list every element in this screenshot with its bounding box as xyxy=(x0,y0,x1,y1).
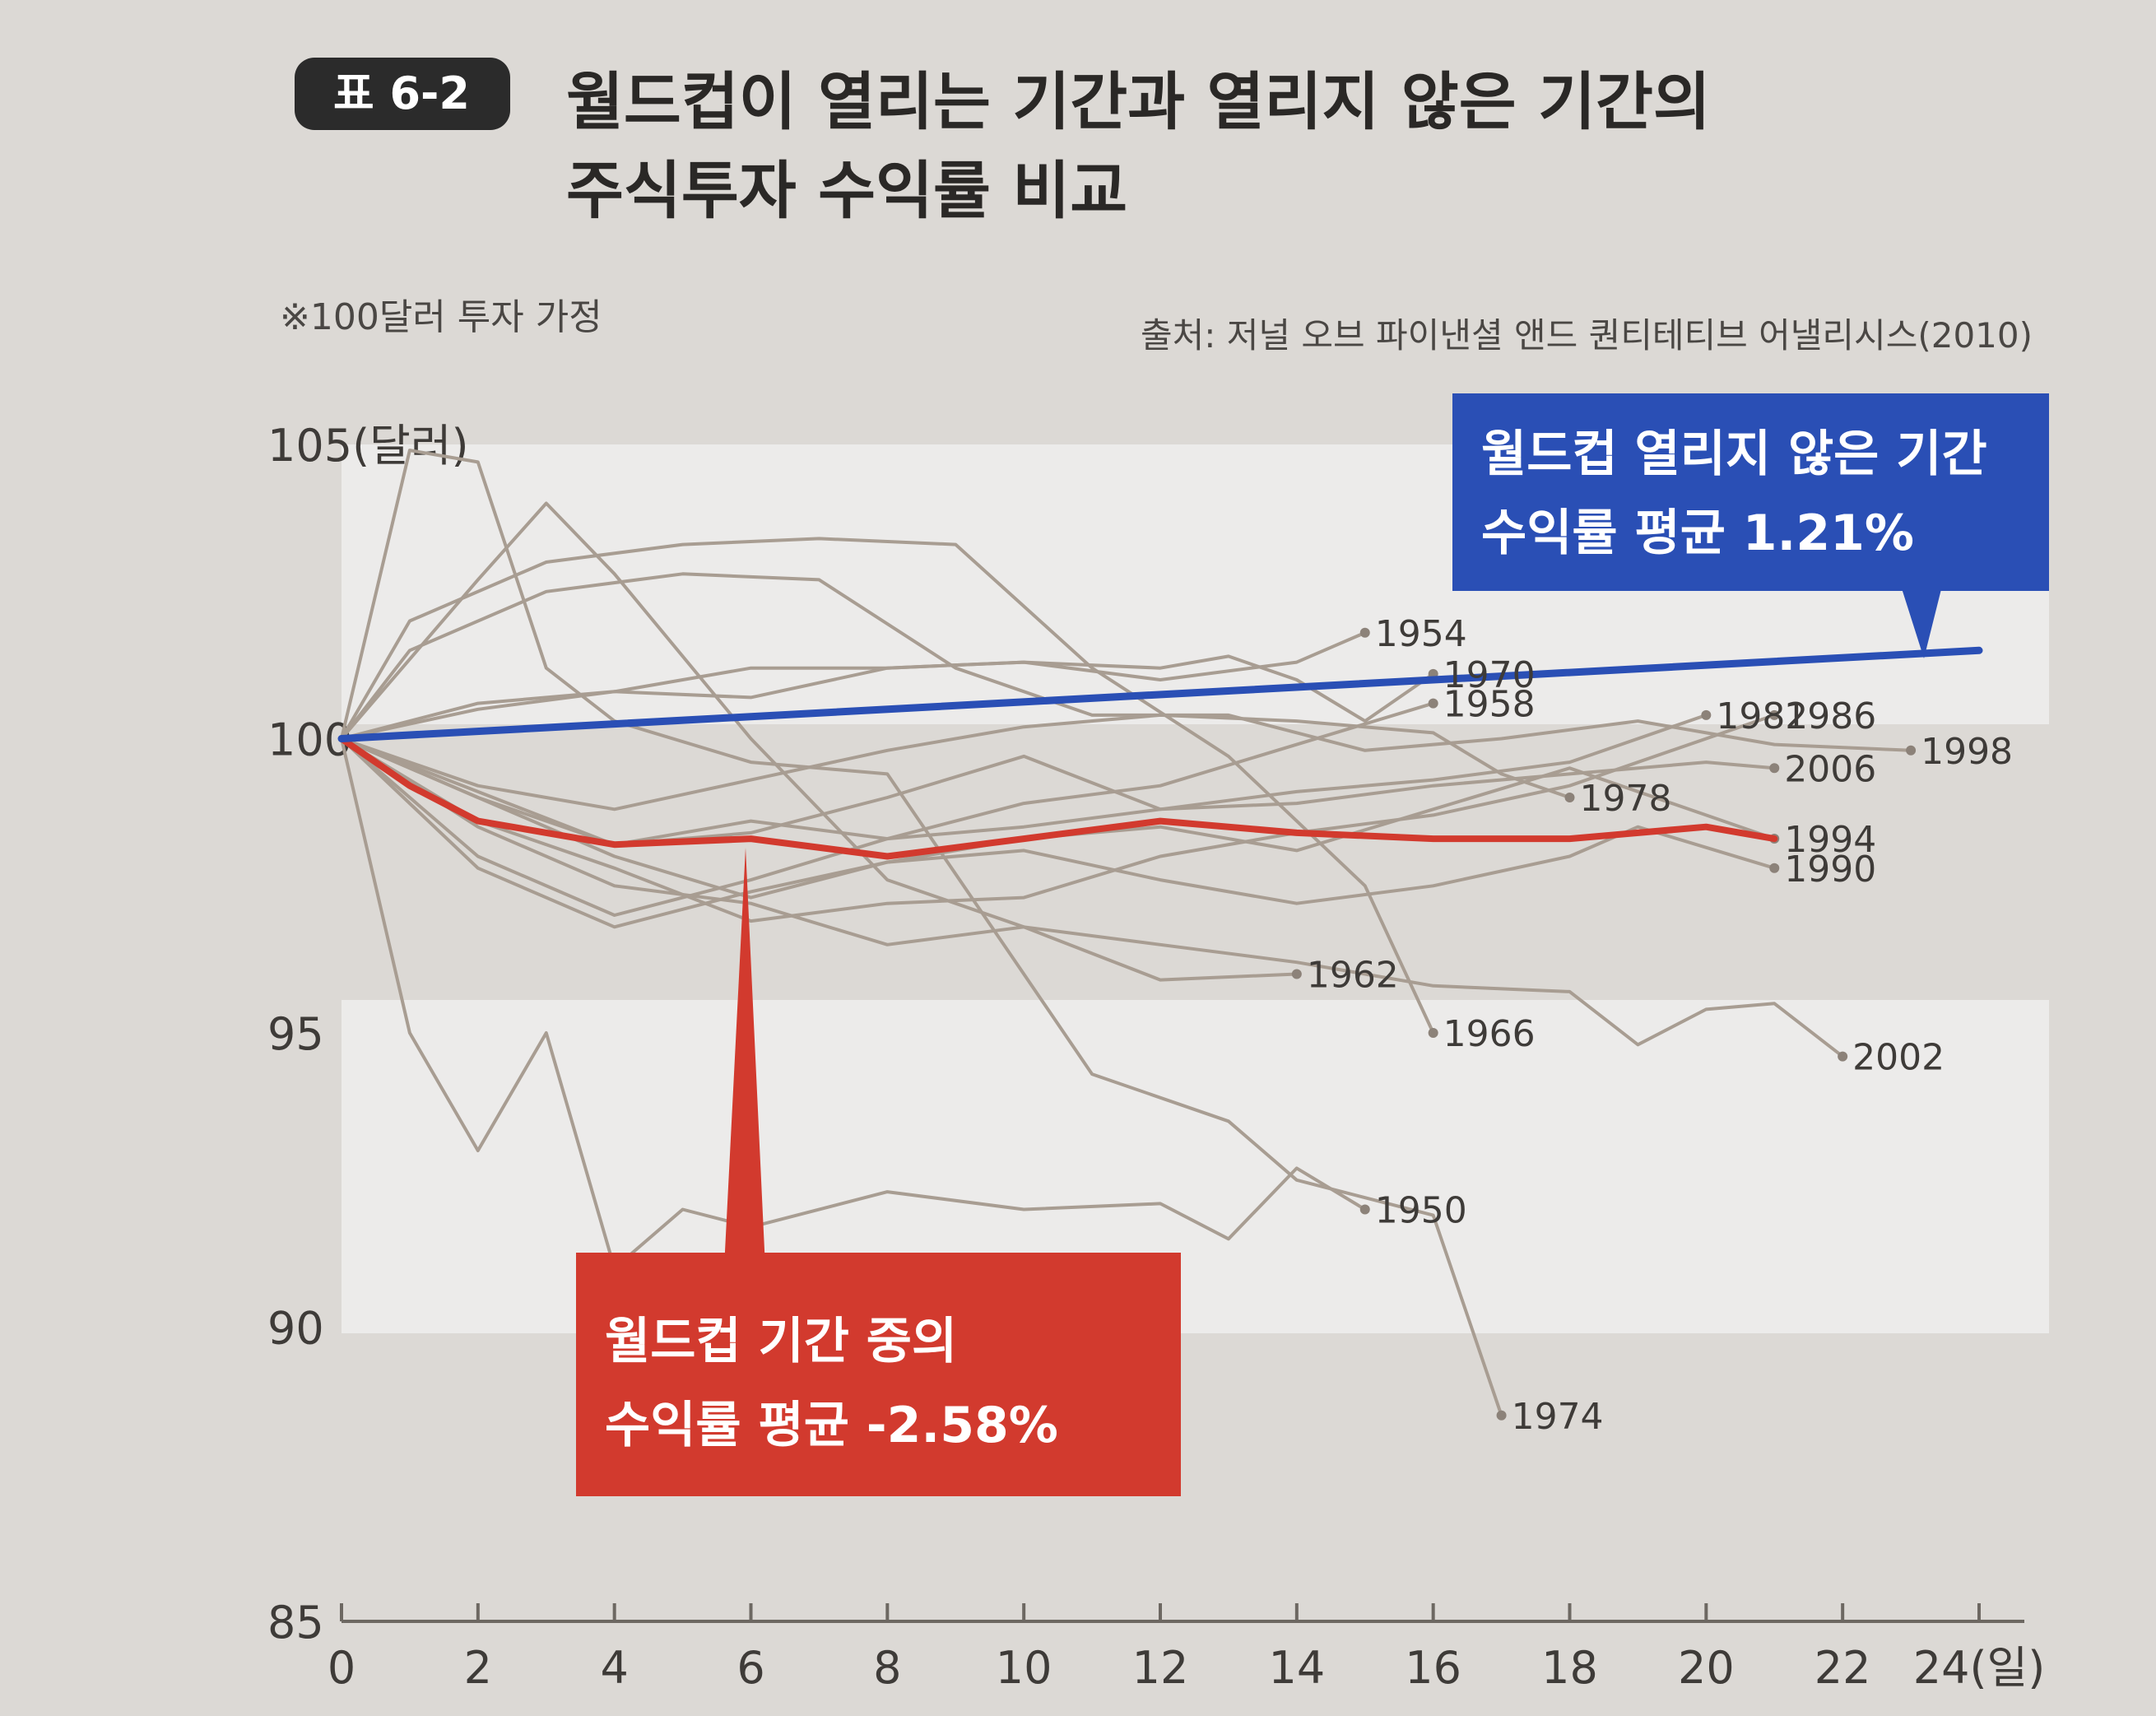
series-label-1986: 1986 xyxy=(1784,695,1876,737)
x-tick-label: 6 xyxy=(736,1642,764,1694)
series-end-dot-1978 xyxy=(1564,793,1575,802)
series-end-dot-1966 xyxy=(1428,1028,1438,1038)
figure-title-line1: 월드컵이 열리는 기간과 열리지 않은 기간의 xyxy=(566,65,1711,138)
x-tick-label: 0 xyxy=(328,1642,355,1694)
series-label-1970: 1970 xyxy=(1443,654,1536,696)
series-end-dot-1982 xyxy=(1701,709,1712,720)
figure-badge-label: 표 6-2 xyxy=(333,67,470,119)
figure-badge xyxy=(295,58,510,130)
series-label-2002: 2002 xyxy=(1852,1037,1945,1079)
series-label-1974: 1974 xyxy=(1512,1396,1604,1438)
y-tick-label: 90 xyxy=(267,1303,324,1355)
series-end-dot-1962 xyxy=(1291,969,1302,979)
series-label-1966: 1966 xyxy=(1443,1013,1536,1055)
figure-source: 출처: 저널 오브 파이낸셜 앤드 퀀티테티브 어낼리시스(2010) xyxy=(1141,315,2033,356)
series-label-1994: 1994 xyxy=(1784,819,1876,861)
series-line-1962 xyxy=(340,737,1299,982)
series-layer xyxy=(337,449,1983,1421)
series-end-dot-2006 xyxy=(1769,763,1780,774)
series-label-1950: 1950 xyxy=(1375,1190,1467,1232)
series-label-1982: 1982 xyxy=(1716,695,1808,737)
x-tick-label: 24(일) xyxy=(1913,1642,2046,1694)
series-end-dot-1974 xyxy=(1496,1410,1507,1421)
callout-red-line2: 수익률 평균 -2.58% xyxy=(605,1397,1058,1454)
x-tick-label: 2 xyxy=(464,1642,492,1694)
series-line-world-cup-average xyxy=(338,735,1778,860)
series-line-1978 xyxy=(340,713,1572,811)
series-line-1986 xyxy=(340,713,1777,923)
series-end-dot-1958 xyxy=(1428,698,1438,709)
series-end-dot-1986 xyxy=(1769,709,1780,720)
series-end-dot-1990 xyxy=(1769,863,1780,873)
callout-blue-line2: 수익률 평균 1.21% xyxy=(1481,505,1914,562)
series-line-1998 xyxy=(340,572,1913,752)
x-tick-label: 22 xyxy=(1814,1642,1871,1694)
figure-note: ※100달러 투자 가정 xyxy=(280,296,602,338)
series-label-1978: 1978 xyxy=(1580,778,1672,820)
series-label-1998: 1998 xyxy=(1921,731,2013,773)
series-end-dot-1954 xyxy=(1359,627,1370,638)
y-tick-label: 105(달러) xyxy=(267,420,469,472)
series-line-1970 xyxy=(340,654,1435,741)
y-tick-label: 95 xyxy=(267,1008,324,1060)
callout-blue-pointer xyxy=(1901,586,1942,658)
x-tick-label: 12 xyxy=(1132,1642,1189,1694)
figure-title-line2: 주식투자 수익률 비교 xyxy=(566,154,1127,227)
x-tick-label: 16 xyxy=(1405,1642,1461,1694)
callout-blue: 월드컵 열리지 않은 기간 수익률 평균 1.21% xyxy=(1452,393,2049,658)
series-line-2002 xyxy=(340,501,1845,1058)
x-tick-label: 4 xyxy=(600,1642,628,1694)
series-line-1966 xyxy=(340,537,1435,1035)
series-label-1954: 1954 xyxy=(1375,613,1467,655)
figure-header: 표 6-2 월드컵이 열리는 기간과 열리지 않은 기간의 주식투자 수익률 비… xyxy=(280,58,2033,356)
x-tick-label: 8 xyxy=(873,1642,901,1694)
callout-red-pointer xyxy=(724,848,765,1267)
year-labels: 1950 1954 1958 1962 1966 1970 1974 1978 19821986… xyxy=(1307,613,2013,1438)
series-line-1974 xyxy=(340,449,1503,1417)
series-label-2006: 2006 xyxy=(1784,748,1876,790)
series-line-non-world-cup-average xyxy=(337,646,1983,742)
series-end-dot-2002 xyxy=(1838,1051,1848,1062)
series-end-dot-1998 xyxy=(1906,745,1917,756)
x-tick-label: 14 xyxy=(1268,1642,1325,1694)
x-tick-label: 10 xyxy=(996,1642,1052,1694)
callout-blue-box xyxy=(1452,393,2049,591)
x-tick-label: 20 xyxy=(1678,1642,1735,1694)
callout-red-box xyxy=(576,1253,1181,1496)
callout-red-line1: 월드컵 기간 중의 xyxy=(605,1313,957,1370)
series-label-1958: 1958 xyxy=(1443,684,1536,726)
series-line-1990 xyxy=(340,737,1777,929)
series-label-1990: 1990 xyxy=(1784,849,1876,891)
y-tick-label: 85 xyxy=(267,1597,324,1649)
series-end-dot-1950 xyxy=(1359,1204,1370,1215)
callout-blue-line1: 월드컵 열리지 않은 기간 xyxy=(1481,426,1987,483)
series-label-1962: 1962 xyxy=(1307,955,1399,997)
series-line-2006 xyxy=(340,737,1777,847)
series-line-1982 xyxy=(340,713,1708,917)
x-tick-label: 18 xyxy=(1541,1642,1598,1694)
callout-red: 월드컵 기간 중의 수익률 평균 -2.58% xyxy=(576,848,1181,1496)
